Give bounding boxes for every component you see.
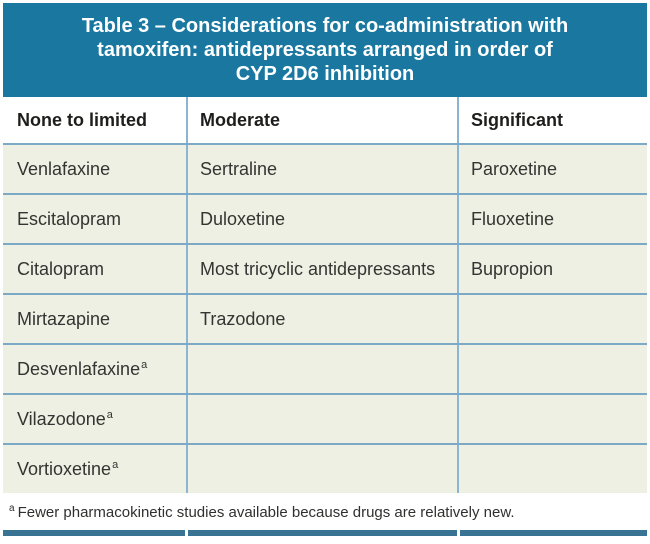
table-cell: Trazodone (186, 295, 457, 343)
table-cell: Vortioxetinea (3, 445, 186, 493)
table-title-line-2: tamoxifen: antidepressants arranged in o… (97, 39, 553, 61)
table-cell (186, 395, 457, 443)
table-row: Mirtazapine Trazodone (3, 293, 647, 343)
table-cell: Paroxetine (457, 145, 647, 193)
superscript-marker: a (106, 409, 113, 421)
drug-name: Trazodone (200, 309, 286, 329)
table-cell: Mirtazapine (3, 295, 186, 343)
table-row: Vilazodonea (3, 393, 647, 443)
table-footnote: a Fewer pharmacokinetic studies available… (3, 493, 647, 522)
table-cell: Fluoxetine (457, 195, 647, 243)
table-cell (457, 345, 647, 393)
table-cell: Citalopram (3, 245, 186, 293)
table-cell (457, 445, 647, 493)
drug-name: Most tricyclic antidepressants (200, 259, 436, 279)
column-header-moderate: Moderate (186, 97, 457, 143)
drug-name: Vilazodone (17, 409, 106, 429)
table-row: Venlafaxine Sertraline Paroxetine (3, 143, 647, 193)
footnote-text: Fewer pharmacokinetic studies available … (17, 504, 515, 521)
table-cell: Escitalopram (3, 195, 186, 243)
table-row: Vortioxetinea (3, 443, 647, 493)
table-cell: Duloxetine (186, 195, 457, 243)
column-header-none-to-limited: None to limited (17, 110, 147, 130)
drug-name: Duloxetine (200, 209, 286, 229)
bottom-rule (3, 530, 647, 536)
table-cell: Sertraline (186, 145, 457, 193)
drug-name: Fluoxetine (471, 209, 555, 229)
table-title-line-1: Table 3 – Considerations for co-administ… (81, 15, 569, 37)
table-cell (186, 345, 457, 393)
drug-name: Citalopram (17, 259, 105, 279)
drug-name: Paroxetine (471, 159, 558, 179)
drug-name: Escitalopram (17, 209, 122, 229)
column-header-significant: Significant (457, 97, 647, 143)
table-title-line-3: CYP 2D6 inhibition (235, 63, 415, 85)
bottom-rule-segment (460, 530, 647, 536)
table-cell (457, 295, 647, 343)
footnote-marker: a (9, 503, 15, 514)
drug-name: Sertraline (200, 159, 278, 179)
table-cell (186, 445, 457, 493)
table-title: Table 3 – Considerations for co-administ… (3, 3, 647, 97)
drug-name: Bupropion (471, 259, 554, 279)
table-cell: Bupropion (457, 245, 647, 293)
drug-name: Vortioxetine (17, 459, 112, 479)
column-header-row: None to limited Moderate Significant (3, 97, 647, 143)
table-cell: Desvenlafaxinea (3, 345, 186, 393)
table-cell: Vilazodonea (3, 395, 186, 443)
drug-name: Desvenlafaxine (17, 359, 141, 379)
table-figure: Table 3 – Considerations for co-administ… (0, 3, 650, 544)
table-row: Citalopram Most tricyclic antidepressant… (3, 243, 647, 293)
bottom-rule-segment (3, 530, 185, 536)
table-row: Escitalopram Duloxetine Fluoxetine (3, 193, 647, 243)
superscript-marker: a (141, 359, 148, 371)
drug-name: Mirtazapine (17, 309, 111, 329)
superscript-marker: a (112, 459, 119, 471)
table-cell (457, 395, 647, 443)
drug-name: Venlafaxine (17, 159, 111, 179)
table-cell: Most tricyclic antidepressants (186, 245, 457, 293)
bottom-rule-segment (188, 530, 457, 536)
table-cell: Venlafaxine (3, 145, 186, 193)
table-row: Desvenlafaxinea (3, 343, 647, 393)
